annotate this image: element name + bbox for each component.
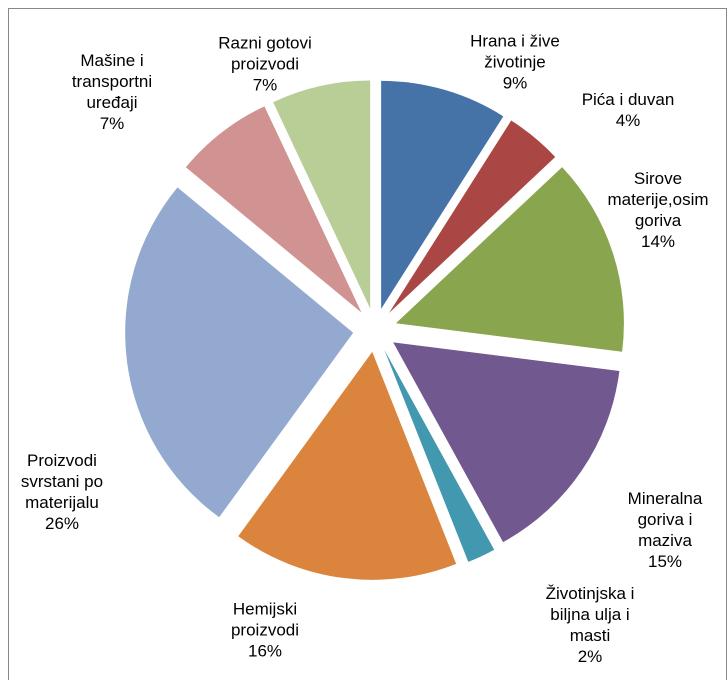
pie-slice [125,187,354,518]
value-label: 7% [252,75,278,95]
value-label: 15% [647,552,683,571]
category-label: Sirove materije,osim goriva [607,169,709,230]
category-label: Razni gotovi proizvodi [218,33,312,74]
slice-label: Sirove materije,osim goriva 14% [598,168,718,252]
chart-border [8,8,727,680]
value-label: 14% [640,232,676,251]
slice-label: Proizvodi svrstani po materijalu 26% [7,450,117,534]
slice-label: Razni gotovi proizvodi 7% [205,33,325,96]
pie-slice [185,106,362,313]
category-label: Proizvodi svrstani po materijalu [20,451,104,512]
category-label: Mineralna goriva i maziva [627,489,703,550]
slice-label: Pića i duvan 4% [573,89,683,131]
value-label: 16% [247,641,283,661]
pie-slice [238,351,457,580]
value-label: 26% [44,514,80,533]
pie-slice [273,80,371,309]
pie-slice [389,120,556,314]
pie-slice [381,80,504,309]
category-label: Hemijski proizvodi [230,599,300,640]
value-label: 7% [99,114,125,133]
pie-slice [393,342,620,543]
value-label: 4% [615,111,641,130]
slice-label: Mineralna goriva i maziva 15% [610,488,720,572]
slice-label: Hemijski proizvodi 16% [210,599,320,662]
category-label: Životinjska i biljna ulja i masti [545,584,635,645]
slice-label: Mašine i transportni uređaji 7% [57,50,167,134]
value-label: 2% [577,647,603,666]
slice-label: Životinjska i biljna ulja i masti 2% [530,583,650,667]
value-label: 9% [502,73,528,93]
pie-slice [384,349,495,562]
slice-label: Hrana i žive životinje 9% [455,31,575,94]
category-label: Hrana i žive životinje [470,31,560,72]
category-label: Mašine i transportni uređaji [71,51,153,112]
category-label: Pića i duvan [581,90,675,109]
pie-slice [395,167,624,352]
